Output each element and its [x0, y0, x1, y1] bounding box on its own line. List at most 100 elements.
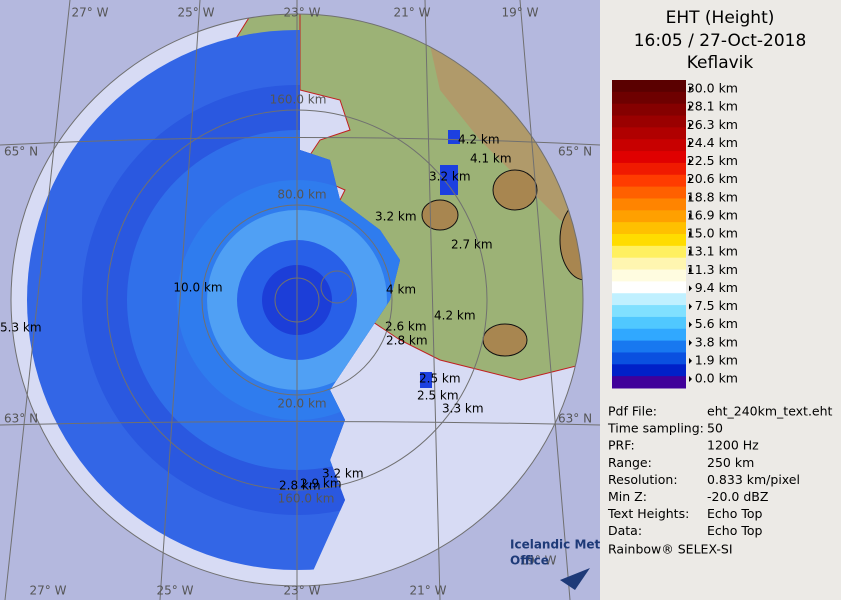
legend-label: 28.1 km	[687, 99, 738, 114]
lat-label: 63° N	[558, 412, 592, 426]
lat-label: 65° N	[4, 145, 38, 159]
timestamp: 16:05 / 27-Oct-2018	[634, 31, 807, 51]
legend-tick	[689, 249, 692, 256]
lon-label: 23° W	[284, 584, 321, 598]
info-value: Echo Top	[707, 506, 762, 521]
legend-tick	[689, 285, 692, 292]
echo-height: 4.1 km	[470, 152, 512, 166]
legend-tick	[689, 339, 692, 346]
legend: 30.0 km 28.1 km 26.3 km 24.4 km 22.5 km 20.6 …	[612, 80, 738, 389]
echo-height: 5.3 km	[0, 321, 42, 335]
lon-label: 21° W	[394, 6, 431, 20]
legend-swatch	[612, 162, 686, 176]
legend-swatch	[612, 234, 686, 247]
legend-label: 26.3 km	[687, 117, 738, 132]
legend-tick	[689, 122, 692, 129]
range-label: 10.0 km	[173, 281, 222, 295]
echo-height: 2.8 km	[386, 334, 428, 348]
legend-tick	[689, 321, 692, 328]
legend-tick	[689, 140, 692, 147]
legend-tick	[689, 104, 692, 111]
legend-swatch	[612, 198, 686, 211]
legend-swatch	[612, 210, 686, 223]
title: EHT (Height)	[666, 8, 775, 28]
lon-label: 19° W	[502, 6, 539, 20]
echo-height: 4.2 km	[458, 133, 500, 147]
echo-height: 2.5 km	[417, 389, 459, 403]
logo: Icelandic Met Office	[510, 538, 601, 590]
legend-swatch	[612, 340, 686, 353]
legend-swatch	[612, 293, 686, 306]
echo-height: 2.9 km	[300, 477, 342, 491]
echo-height: 3.2 km	[429, 170, 471, 184]
lat-label: 63° N	[4, 412, 38, 426]
lon-label: 23° W	[284, 6, 321, 20]
legend-swatch	[612, 316, 686, 330]
legend-tick	[689, 176, 692, 183]
lon-label: 19° W	[520, 554, 557, 568]
legend-swatch	[612, 91, 686, 105]
lat-label: 65° N	[558, 145, 592, 159]
info-value: 1200 Hz	[707, 438, 759, 453]
legend-swatch	[612, 245, 686, 259]
legend-label: 7.5 km	[695, 298, 738, 313]
echo-height: 2.8 km	[279, 479, 321, 493]
echo	[448, 130, 460, 144]
logo-mark	[560, 568, 590, 590]
grid	[0, 0, 600, 600]
legend-tick	[689, 376, 692, 382]
logo-text: Icelandic Met	[510, 538, 601, 552]
legend-label: 15.0 km	[687, 226, 738, 241]
range-label: 20.0 km	[277, 397, 326, 411]
info-label: Time sampling:	[607, 421, 704, 436]
echo-height: 3.2 km	[375, 210, 417, 224]
legend-swatch	[612, 352, 686, 365]
site: Keflavik	[687, 53, 754, 73]
range-label: 160.0 km	[270, 93, 327, 107]
legend-label: 9.4 km	[695, 280, 738, 295]
legend-tick	[689, 158, 692, 165]
legend-label: 20.6 km	[687, 171, 738, 186]
legend-label: 22.5 km	[687, 153, 738, 168]
legend-label: 13.1 km	[687, 244, 738, 259]
map: 27° W 25° W 23° W 21° W 19° W 27° W 25° …	[0, 0, 601, 600]
info-value: 50	[707, 421, 723, 436]
range-label: 160.0 km	[278, 492, 335, 506]
legend-swatch	[612, 115, 686, 128]
legend-swatch	[612, 186, 686, 199]
legend-swatch	[612, 305, 686, 318]
legend-tick	[689, 303, 692, 310]
geo-labels: 27° W 25° W 23° W 21° W 19° W 27° W 25° …	[4, 6, 592, 598]
legend-swatch	[612, 328, 686, 342]
info-label: Range:	[608, 455, 652, 470]
echo-height: 2.6 km	[385, 320, 427, 334]
legend-swatch	[612, 257, 686, 271]
legend-tick	[689, 267, 692, 274]
info-value: 0.833 km/pixel	[707, 472, 800, 487]
legend-swatch	[612, 139, 686, 152]
legend-swatch	[612, 376, 686, 389]
legend-label: 16.9 km	[687, 207, 738, 222]
info-value: 250 km	[707, 455, 754, 470]
legend-swatch	[612, 103, 686, 117]
legend-swatch	[612, 269, 686, 282]
lon-label: 27° W	[30, 584, 67, 598]
echo	[440, 165, 458, 195]
legend-label: 3.8 km	[695, 334, 738, 349]
footer: Rainbow® SELEX-SI	[608, 542, 733, 557]
logo-text: Office	[510, 554, 549, 568]
info-label: Text Heights:	[607, 506, 689, 521]
legend-label: 11.3 km	[687, 262, 738, 277]
info-value: -20.0 dBZ	[707, 489, 768, 504]
legend-tick	[689, 86, 692, 92]
info-value: eht_240km_text.eht	[707, 404, 833, 419]
info-value: Echo Top	[707, 523, 762, 538]
lon-label: 25° W	[178, 6, 215, 20]
info-label: PRF:	[608, 438, 635, 453]
legend-label: 0.0 km	[695, 371, 738, 386]
echo-height: 3.3 km	[442, 402, 484, 416]
